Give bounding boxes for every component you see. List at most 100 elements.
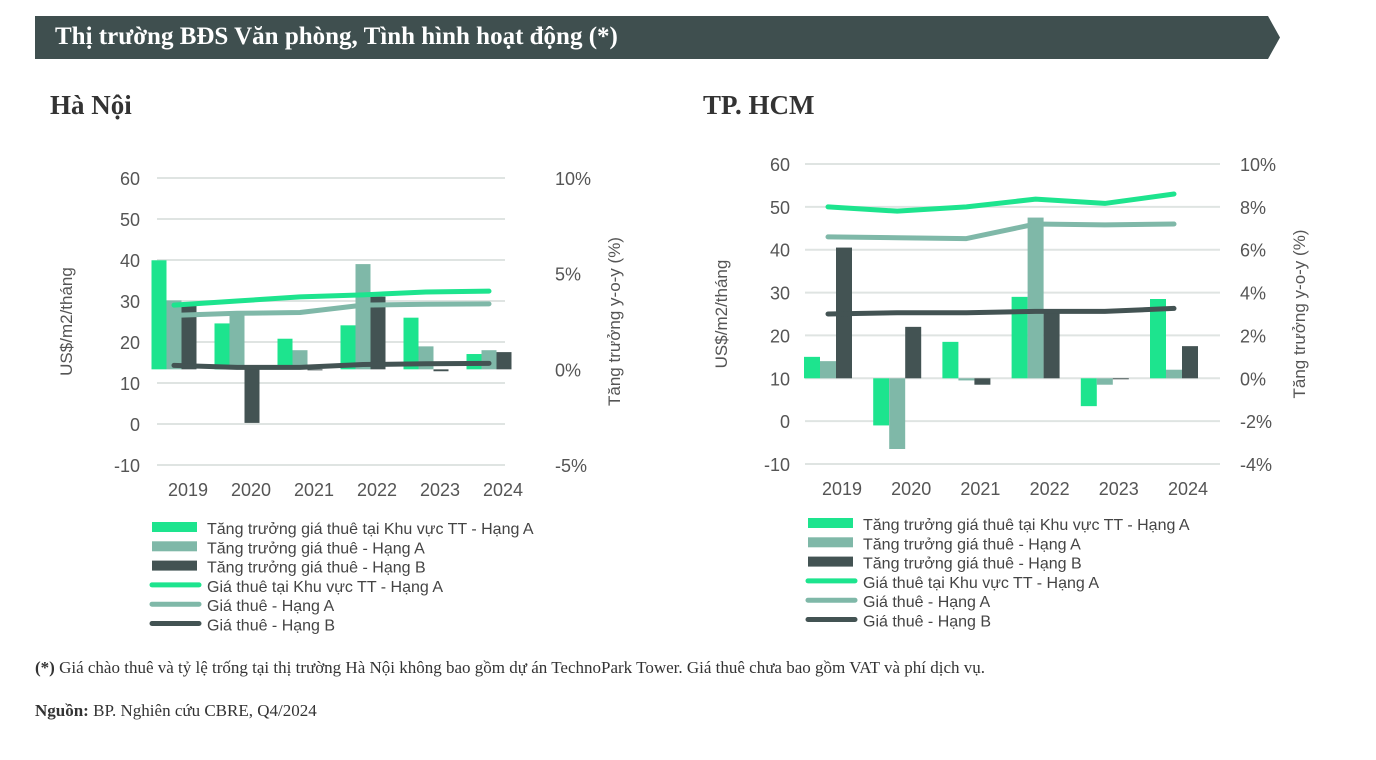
bar-3: [1112, 378, 1129, 380]
legend-label: Giá thuê tại Khu vực TT - Hạng A: [207, 579, 443, 596]
legend-label: Tăng trưởng giá thuê - Hạng A: [207, 540, 425, 557]
bar-3: [1043, 311, 1060, 379]
bar-1: [403, 317, 419, 370]
bar-3: [1182, 346, 1198, 379]
y-tick-label: -10: [114, 456, 140, 476]
bar-2: [889, 378, 906, 449]
legend-label: Giá thuê tại Khu vực TT - Hạng A: [863, 575, 1099, 592]
y-tick-label: 50: [770, 198, 790, 218]
bar-1: [804, 356, 820, 379]
legend-label: Giá thuê - Hạng B: [863, 614, 991, 631]
bar-1: [214, 323, 230, 370]
legend-label: Tăng trưởng giá thuê - Hạng B: [207, 560, 426, 577]
bar-1: [277, 338, 293, 370]
bar-2: [166, 300, 182, 370]
section-title: Thị trường BĐS Văn phòng, Tình hình hoạt…: [55, 23, 618, 50]
bar-2: [292, 350, 308, 370]
y-tick-label: 50: [120, 210, 140, 230]
source-text: BP. Nghiên cứu CBRE, Q4/2024: [88, 701, 317, 720]
bar-2: [1096, 378, 1113, 385]
y-axis-label: US$/m2/tháng: [57, 267, 76, 376]
bar-2: [481, 350, 497, 370]
hanoi-title: Hà Nội: [50, 90, 132, 120]
x-tick-label: 2021: [294, 480, 334, 500]
y2-tick-label: 0%: [1240, 369, 1266, 389]
hcm-title: TP. HCM: [703, 90, 815, 120]
y2-tick-label: 2%: [1240, 326, 1266, 346]
footnote: (*) Giá chào thuê và tỷ lệ trống tại thị…: [35, 658, 985, 678]
y-tick-label: 20: [770, 326, 790, 346]
bar-1: [1080, 378, 1097, 407]
bar-1: [151, 260, 167, 370]
legend-label: Giá thuê - Hạng B: [207, 618, 335, 635]
legend-swatch: [808, 556, 853, 567]
y-tick-label: 20: [120, 333, 140, 353]
bar-1: [340, 325, 356, 370]
line-3: [825, 305, 1177, 317]
bar-3: [181, 304, 197, 370]
source: Nguồn: BP. Nghiên cứu CBRE, Q4/2024: [35, 701, 317, 721]
x-tick-label: 2022: [1030, 479, 1070, 499]
bar-2: [229, 313, 245, 370]
y2-tick-label: 4%: [1240, 284, 1266, 304]
y-tick-label: 30: [120, 292, 140, 312]
y2-tick-label: -5%: [555, 456, 587, 476]
y2-tick-label: 6%: [1240, 241, 1266, 261]
legend-swatch: [152, 560, 197, 571]
y-tick-label: 30: [770, 284, 790, 304]
legend-swatch: [152, 522, 197, 532]
x-tick-label: 2021: [960, 479, 1000, 499]
legend-swatch: [808, 518, 853, 528]
x-tick-label: 2024: [1168, 479, 1208, 499]
line-1: [825, 191, 1177, 214]
x-tick-label: 2019: [822, 479, 862, 499]
legend-label: Tăng trưởng giá thuê - Hạng A: [863, 536, 1081, 553]
x-tick-label: 2023: [420, 480, 460, 500]
y-tick-label: 60: [770, 155, 790, 175]
y2-tick-label: 5%: [555, 265, 581, 285]
bar-2: [1166, 369, 1182, 379]
legend-label: Tăng trưởng giá thuê tại Khu vực TT - Hạ…: [863, 517, 1190, 534]
bar-2: [820, 361, 836, 379]
bar-1: [1011, 296, 1028, 379]
line-1: [171, 288, 492, 308]
y-tick-label: 0: [780, 412, 790, 432]
x-tick-label: 2020: [891, 479, 931, 499]
source-label: Nguồn:: [35, 701, 89, 720]
y2-tick-label: -2%: [1240, 412, 1272, 432]
footnote-mark: (*): [35, 658, 55, 677]
bar-3: [433, 369, 449, 372]
legend-swatch: [152, 541, 197, 552]
bar-3: [905, 326, 922, 379]
line-2: [171, 301, 492, 318]
bar-1: [1150, 299, 1166, 379]
y2-tick-label: 0%: [555, 360, 581, 380]
footnote-text: Giá chào thuê và tỷ lệ trống tại thị trư…: [54, 658, 986, 677]
bar-3: [244, 369, 260, 423]
bar-2: [1027, 217, 1044, 379]
legend-label: Giá thuê - Hạng A: [207, 598, 335, 615]
bar-3: [370, 296, 386, 370]
line-2: [825, 221, 1177, 242]
bar-2: [355, 264, 371, 370]
x-tick-label: 2024: [483, 480, 523, 500]
bar-2: [958, 378, 975, 381]
line-3: [171, 360, 492, 370]
legend-swatch: [808, 537, 853, 548]
x-tick-label: 2022: [357, 480, 397, 500]
y2-tick-label: -4%: [1240, 455, 1272, 475]
legend-label: Giá thuê - Hạng A: [863, 594, 991, 611]
y-tick-label: -10: [764, 455, 790, 475]
y-tick-label: 40: [120, 251, 140, 271]
x-tick-label: 2019: [168, 480, 208, 500]
y2-axis-label: Tăng trưởng y-o-y (%): [1290, 230, 1309, 399]
y-tick-label: 0: [130, 415, 140, 435]
y2-tick-label: 8%: [1240, 198, 1266, 218]
bar-3: [307, 369, 323, 371]
x-tick-label: 2020: [231, 480, 271, 500]
bar-3: [496, 352, 512, 370]
bar-3: [974, 378, 991, 385]
y2-tick-label: 10%: [555, 169, 591, 189]
y2-axis-label: Tăng trưởng y-o-y (%): [605, 237, 624, 406]
